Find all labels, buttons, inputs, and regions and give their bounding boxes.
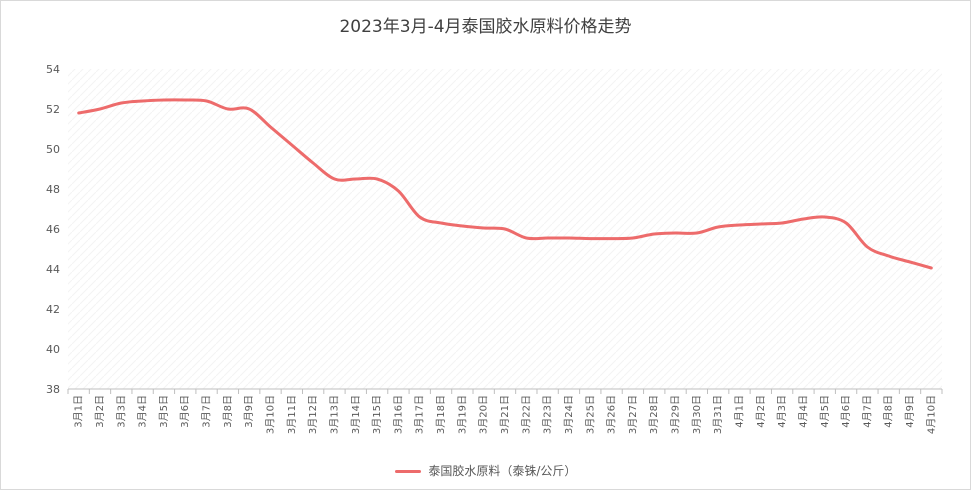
x-tick-label: 4月4日 (797, 395, 809, 428)
x-tick-label: 3月28日 (648, 395, 660, 434)
x-tick-label: 3月5日 (158, 395, 170, 428)
x-tick-label: 4月3日 (776, 395, 788, 428)
x-tick-label: 3月4日 (137, 395, 149, 428)
x-axis: 3月1日 3月2日 3月3日 3月4日 3月5日 3月6日 3月7日 3月8日 3月9日 3月10… (67, 388, 943, 434)
x-tick-label: 4月2日 (755, 395, 767, 428)
x-tick-label: 4月1日 (733, 395, 745, 428)
x-tick-label: 3月27日 (627, 395, 639, 434)
x-tick-label: 3月15日 (371, 395, 383, 434)
x-tick-label: 3月2日 (94, 395, 106, 428)
chart-title: 2023年3月-4月泰国胶水原料价格走势 (339, 17, 632, 37)
x-tick-label: 3月11日 (286, 395, 298, 434)
y-tick-label: 52 (46, 103, 60, 116)
y-axis: 38 40 42 44 46 48 50 52 54 (46, 63, 60, 396)
x-tick-label: 3月24日 (563, 395, 575, 434)
y-tick-label: 40 (46, 343, 60, 356)
x-tick-label: 3月17日 (414, 395, 426, 434)
x-tick-label: 3月16日 (392, 395, 404, 434)
x-tick-label: 3月21日 (499, 395, 511, 434)
legend-swatch (394, 470, 421, 473)
y-tick-label: 54 (46, 63, 60, 76)
x-tick-label: 3月9日 (243, 395, 255, 428)
y-tick-label: 44 (46, 263, 60, 276)
y-tick-label: 42 (46, 303, 60, 316)
x-tick-label: 3月19日 (456, 395, 468, 434)
x-tick-label: 3月1日 (73, 395, 85, 428)
x-tick-label: 3月25日 (584, 395, 596, 434)
x-tick-label: 3月7日 (201, 395, 213, 428)
y-tick-label: 38 (46, 383, 60, 396)
x-tick-label: 4月10日 (925, 395, 937, 434)
x-tick-label: 3月31日 (712, 395, 724, 434)
x-tick-label: 3月13日 (328, 395, 340, 434)
legend-label: 泰国胶水原料（泰铢/公斤） (428, 464, 577, 478)
x-tick-label: 3月8日 (222, 395, 234, 428)
x-tick-label: 3月30日 (691, 395, 703, 434)
x-tick-label: 4月6日 (840, 395, 852, 428)
y-tick-label: 50 (46, 143, 60, 156)
x-tick-label: 3月12日 (307, 395, 319, 434)
series-line (77, 98, 933, 270)
series-group (77, 98, 933, 270)
x-tick-label: 3月20日 (478, 395, 490, 434)
x-tick-label: 4月9日 (904, 395, 916, 428)
x-tick-label: 3月3日 (115, 395, 127, 428)
x-tick-label: 3月10日 (265, 395, 277, 434)
x-tick-label: 3月6日 (179, 395, 191, 428)
x-tick-label: 4月7日 (861, 395, 873, 428)
x-tick-label: 3月29日 (670, 395, 682, 434)
x-tick-label: 3月23日 (542, 395, 554, 434)
y-tick-label: 48 (46, 183, 60, 196)
legend: 泰国胶水原料（泰铢/公斤） (0, 462, 971, 479)
x-tick-label: 3月26日 (606, 395, 618, 434)
x-tick-label: 4月8日 (883, 395, 895, 428)
x-tick-label: 4月5日 (819, 395, 831, 428)
y-tick-label: 46 (46, 223, 60, 236)
x-tick-label: 3月18日 (435, 395, 447, 434)
x-tick-label: 3月22日 (520, 395, 532, 434)
x-tick-label: 3月14日 (350, 395, 362, 434)
